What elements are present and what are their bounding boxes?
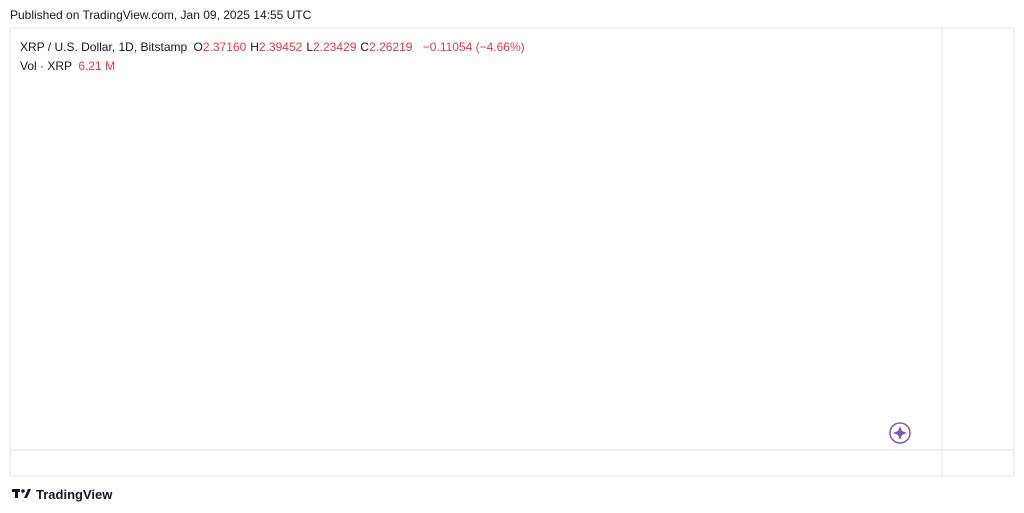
volume-value: 6.21 M (78, 59, 116, 73)
brand: TradingView (36, 487, 113, 502)
legend-row: XRP / U.S. Dollar, 1D, Bitstamp O2.37160… (20, 38, 528, 57)
logo-part (15, 489, 18, 498)
logo-part (21, 489, 25, 493)
field-value: 2.23429 (313, 40, 357, 54)
field-label: O (193, 40, 203, 54)
ohlc-fields: O2.37160 H2.39452 L2.23429 C2.26219 (194, 40, 417, 54)
field-value: 2.37160 (202, 40, 247, 54)
assistant-icon-star (893, 426, 907, 440)
field-value: 2.39452 (258, 40, 303, 54)
field-label: H (250, 40, 259, 54)
logo-part (24, 489, 31, 498)
field-value: 2.26219 (369, 40, 413, 54)
field-label: C (360, 40, 370, 54)
chart-frame (9, 27, 1015, 477)
volume-label: Vol · XRP (20, 59, 73, 73)
change: −0.11054 (−4.66%) (422, 40, 525, 54)
field-label: L (306, 40, 313, 54)
legend-row: Vol · XRP 6.21 M (20, 57, 528, 76)
legend: XRP / U.S. Dollar, 1D, Bitstamp O2.37160… (20, 38, 528, 76)
logo (12, 489, 31, 498)
published-note: Published on TradingView.com, Jan 09, 20… (10, 8, 312, 22)
symbol: XRP / U.S. Dollar, 1D, Bitstamp (20, 40, 188, 54)
